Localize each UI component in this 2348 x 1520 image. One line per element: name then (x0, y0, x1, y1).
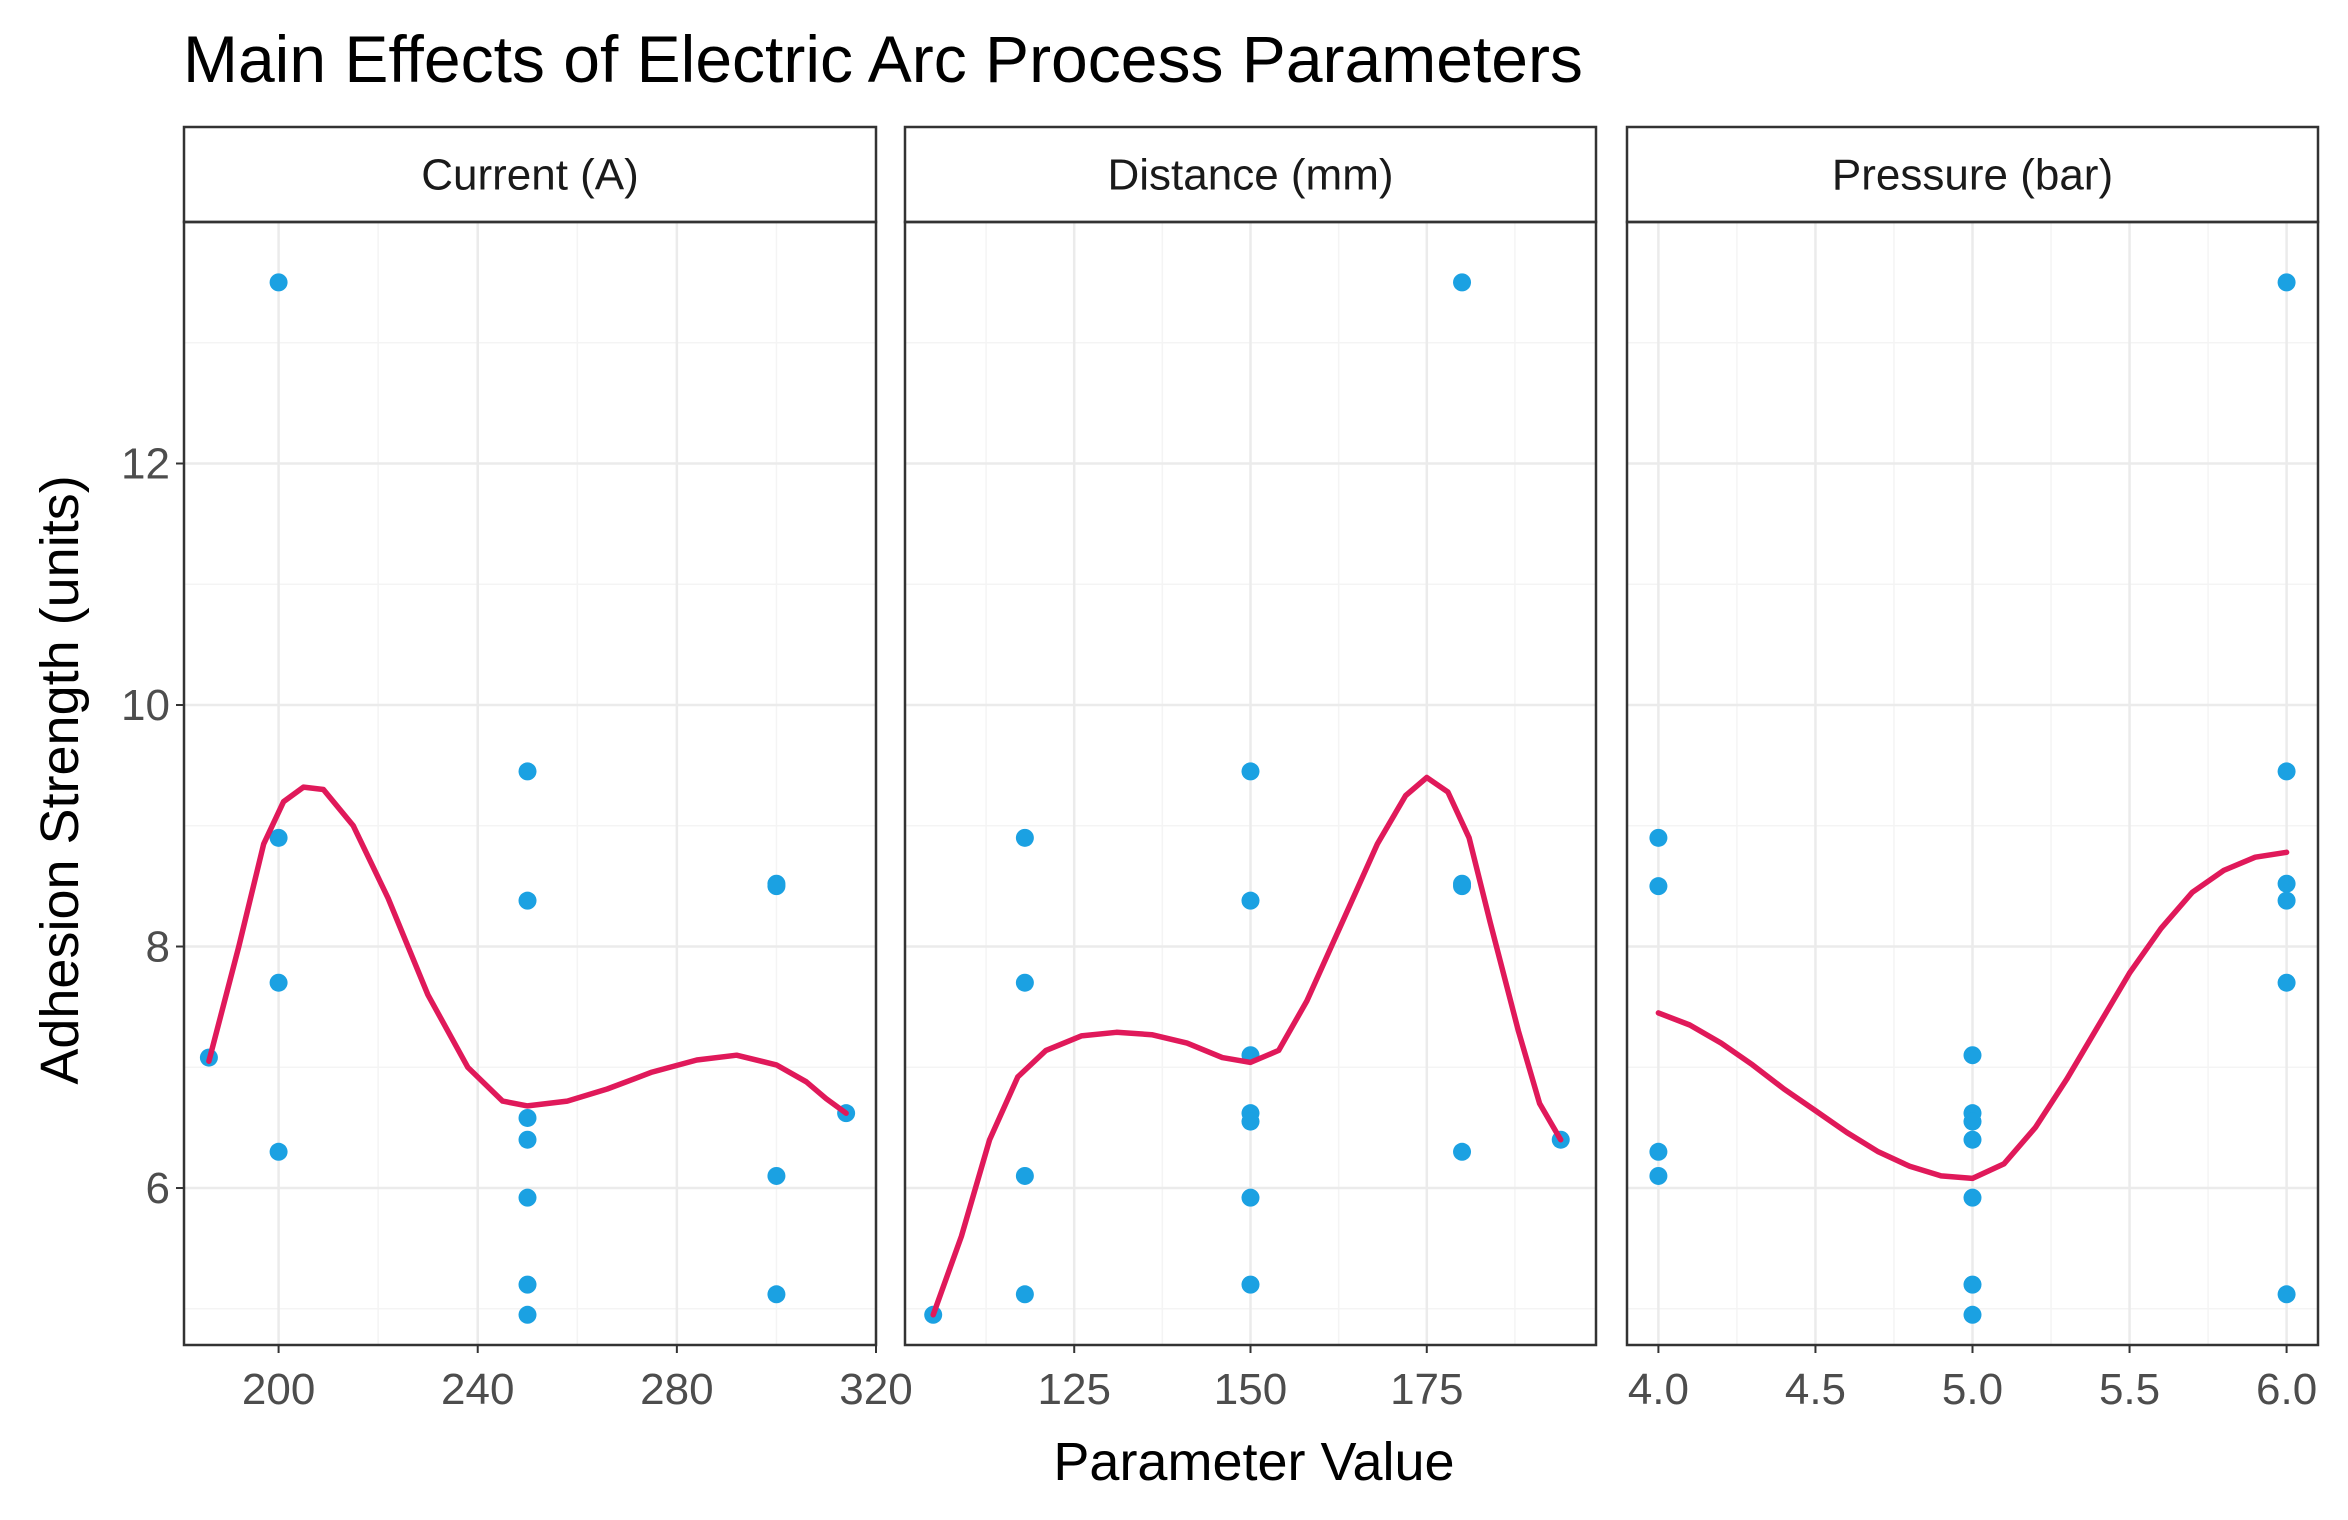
x-tick-label: 280 (640, 1365, 713, 1414)
strip-label: Current (A) (421, 151, 639, 200)
data-point (2277, 973, 2296, 992)
panel-background (184, 222, 876, 1345)
smooth-line (930, 774, 1564, 1318)
data-point (269, 828, 288, 847)
data-point (1963, 1275, 1982, 1294)
data-point (269, 1142, 288, 1161)
data-point (1963, 1130, 1982, 1149)
panel-2: Distance (mm) 125 150 175 (903, 125, 1598, 1414)
strip-label: Distance (mm) (1107, 151, 1393, 200)
data-point (518, 1130, 537, 1149)
strip-label: Pressure (bar) (1832, 151, 2113, 200)
smooth-line (1655, 849, 2290, 1182)
data-point (1649, 1142, 1668, 1161)
data-point (1015, 1285, 1034, 1304)
data-point (518, 891, 537, 910)
x-tick-label: 4.0 (1628, 1365, 1689, 1414)
data-point (2277, 1285, 2296, 1304)
panel-3: Pressure (bar) 4.0 4.5 5.0 5.5 6.0 (1625, 125, 2320, 1414)
x-tick-label: 240 (441, 1365, 514, 1414)
x-tick-label: 6.0 (2256, 1365, 2317, 1414)
panel-1: Current (A) 200 240 280 320 (182, 125, 913, 1414)
y-axis-title: Adhesion Strength (units) (30, 475, 90, 1084)
data-point (767, 1285, 786, 1304)
x-tick-label: 150 (1214, 1365, 1287, 1414)
data-point (518, 1305, 537, 1324)
data-point (1241, 762, 1260, 781)
data-point (1241, 1112, 1260, 1131)
data-point (2277, 891, 2296, 910)
data-point (2277, 762, 2296, 781)
y-tick-label: 6 (146, 1164, 170, 1213)
data-point (1963, 1188, 1982, 1207)
data-point (518, 1108, 537, 1127)
data-point (1963, 1112, 1982, 1131)
data-point (518, 1188, 537, 1207)
data-point (518, 762, 537, 781)
data-point (1649, 1166, 1668, 1185)
data-point (1015, 973, 1034, 992)
strip-box (182, 125, 878, 224)
data-point (1015, 828, 1034, 847)
x-axis-title: Parameter Value (1053, 1432, 1454, 1492)
data-point (1649, 828, 1668, 847)
x-tick-label: 5.5 (2099, 1365, 2160, 1414)
data-point (767, 1166, 786, 1185)
data-point (1241, 1188, 1260, 1207)
y-tick-label: 12 (121, 440, 170, 489)
chart-title: Main Effects of Electric Arc Process Par… (183, 22, 1583, 96)
x-tick-label: 175 (1390, 1365, 1463, 1414)
data-point (1453, 877, 1472, 896)
x-tick-label: 125 (1038, 1365, 1111, 1414)
data-point (1453, 1142, 1472, 1161)
x-tick-label: 200 (242, 1365, 315, 1414)
x-tick-label: 320 (839, 1365, 912, 1414)
x-tick-label: 5.0 (1942, 1365, 2003, 1414)
x-tick-label: 4.5 (1785, 1365, 1846, 1414)
y-tick-label: 10 (121, 681, 170, 730)
data-point (1963, 1046, 1982, 1065)
data-point (1015, 1166, 1034, 1185)
strip-box (1625, 125, 2320, 224)
strip-box (903, 125, 1598, 224)
data-point (2277, 273, 2296, 292)
data-point (1241, 891, 1260, 910)
data-point (1453, 273, 1472, 292)
data-point (2277, 874, 2296, 893)
data-point (269, 973, 288, 992)
data-point (767, 877, 786, 896)
data-point (1649, 877, 1668, 896)
panel-border (182, 220, 878, 1347)
data-point (518, 1275, 537, 1294)
data-point (1241, 1275, 1260, 1294)
y-tick-label: 8 (146, 923, 170, 972)
data-point (1963, 1305, 1982, 1324)
data-point (269, 273, 288, 292)
smooth-line (206, 784, 849, 1116)
